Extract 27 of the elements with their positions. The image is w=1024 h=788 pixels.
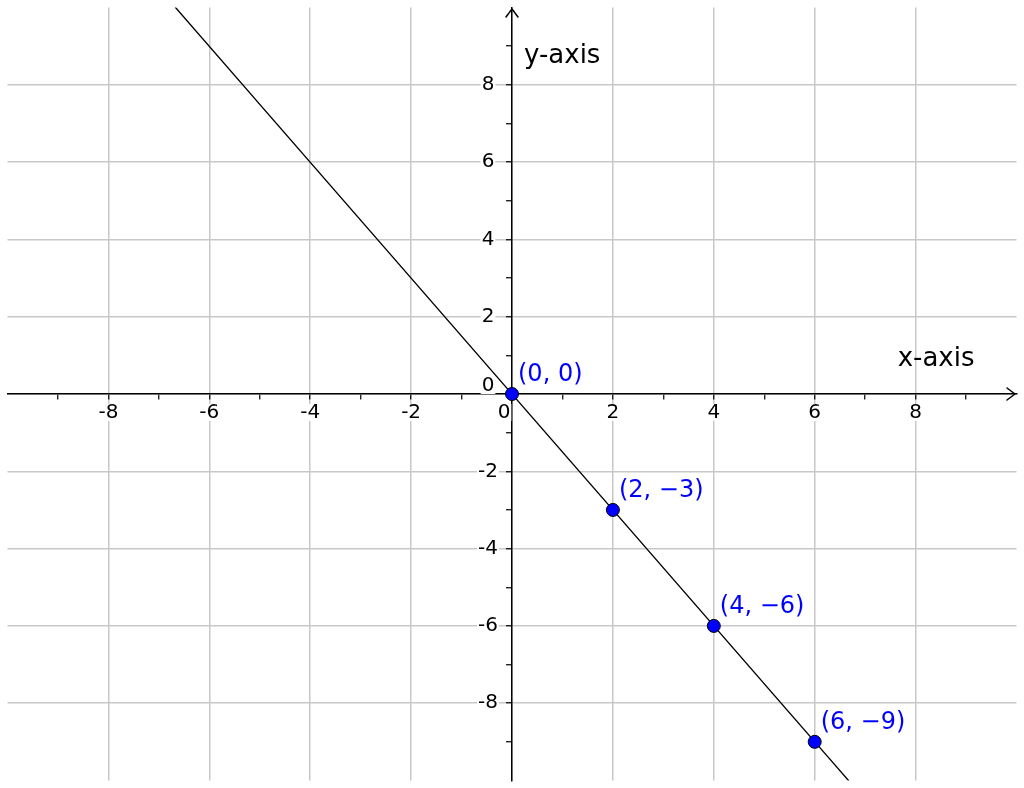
y-tick-label: -6 <box>478 612 498 637</box>
y-tick-label: -2 <box>478 457 498 482</box>
y-tick-label: 6 <box>481 148 495 173</box>
point <box>807 734 822 749</box>
data-label: (0, 0) <box>518 359 583 387</box>
x-tick-label: -8 <box>98 399 119 424</box>
x-tick-label: -6 <box>199 399 220 424</box>
x-tick-label: -2 <box>401 399 422 424</box>
x-tick-label: 6 <box>808 399 822 424</box>
y-axis-title: y-axis <box>524 38 601 69</box>
x-tick-label: -4 <box>300 399 321 424</box>
point <box>505 387 519 401</box>
y-tick-label: -8 <box>478 689 498 714</box>
data-label: (4, −6) <box>719 590 805 619</box>
y-tick-label: 4 <box>481 225 495 250</box>
y-tick-label: 2 <box>481 302 495 327</box>
x-tick-label: 4 <box>707 399 721 424</box>
y-tick-label: 0 <box>481 372 495 397</box>
data-label: (6, −9) <box>820 706 906 735</box>
data-label: (2, −3) <box>618 474 704 503</box>
x-axis-title: x-axis <box>897 342 975 372</box>
y-tick-label: 8 <box>481 71 495 95</box>
x-tick-label: 8 <box>909 399 922 424</box>
point <box>706 618 721 633</box>
x-tick-label: 2 <box>606 399 620 424</box>
y-tick-label: -4 <box>478 534 498 559</box>
point <box>605 502 620 517</box>
